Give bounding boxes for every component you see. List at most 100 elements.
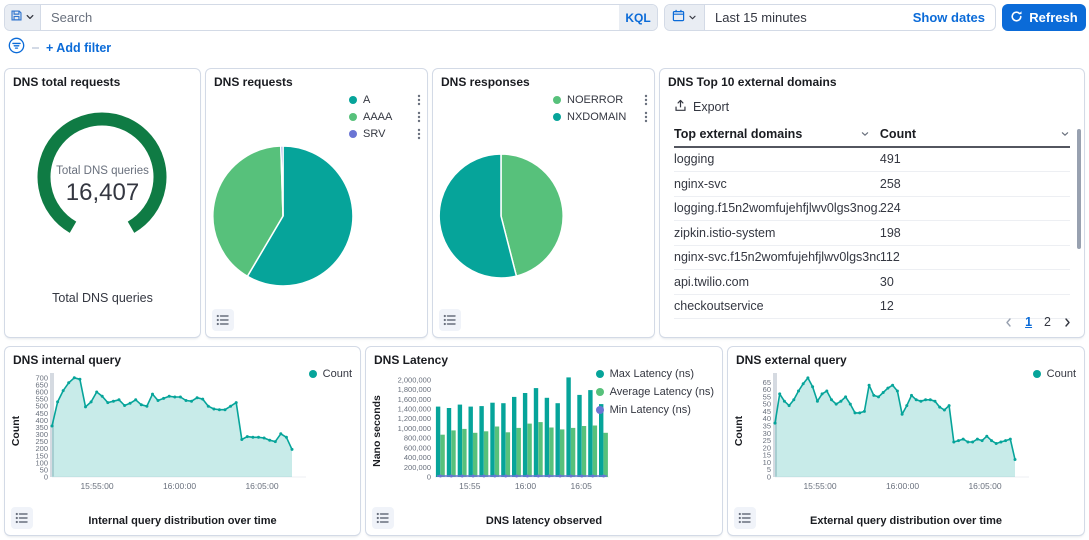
max-latency-bar[interactable] [522, 393, 528, 477]
calendar-button[interactable] [665, 5, 705, 30]
avg-latency-bar[interactable] [560, 429, 565, 477]
page-number[interactable]: 2 [1044, 315, 1051, 329]
data-point[interactable] [61, 389, 65, 393]
data-point[interactable] [1004, 439, 1008, 443]
legend-item[interactable]: SRV [349, 127, 421, 141]
data-point[interactable] [853, 411, 857, 415]
data-point[interactable] [56, 400, 60, 404]
data-point[interactable] [268, 438, 272, 442]
avg-latency-bar[interactable] [505, 432, 511, 477]
data-point[interactable] [905, 404, 909, 408]
data-point[interactable] [858, 411, 862, 415]
legend-toggle-button[interactable] [212, 309, 234, 331]
avg-latency-bar[interactable] [603, 432, 608, 477]
data-point[interactable] [178, 395, 182, 399]
data-point[interactable] [994, 442, 998, 445]
data-point[interactable] [928, 398, 932, 402]
data-point[interactable] [985, 434, 989, 438]
data-point[interactable] [990, 439, 993, 443]
pie-slice-AAAA[interactable] [212, 145, 284, 278]
legend-item[interactable]: A [349, 93, 421, 107]
data-point[interactable] [67, 381, 71, 385]
legend-item[interactable]: Average Latency (ns) [595, 385, 714, 399]
legend-toggle-button[interactable] [734, 507, 756, 529]
data-point[interactable] [844, 395, 848, 399]
data-point[interactable] [251, 435, 255, 439]
prev-page-icon[interactable] [1004, 317, 1013, 328]
legend-item[interactable]: Max Latency (ns) [595, 367, 714, 381]
data-point[interactable] [919, 399, 923, 403]
avg-latency-bar[interactable] [494, 426, 500, 478]
max-latency-bar[interactable] [490, 402, 495, 477]
avg-latency-bar[interactable] [473, 432, 478, 477]
legend-item[interactable]: AAAA [349, 110, 421, 124]
data-point[interactable] [167, 394, 171, 398]
table-row[interactable]: zipkin.istio-system 198 [674, 221, 1070, 246]
data-point[interactable] [881, 391, 885, 394]
max-latency-bar[interactable] [544, 397, 550, 477]
data-point[interactable] [975, 437, 979, 441]
sort-chevron-icon[interactable] [1060, 129, 1070, 139]
legend-item[interactable]: NXDOMAIN [553, 110, 648, 124]
data-point[interactable] [980, 439, 984, 443]
sort-chevron-icon[interactable] [860, 129, 870, 139]
avg-latency-bar[interactable] [516, 427, 521, 477]
saved-query-button[interactable] [5, 5, 41, 30]
data-point[interactable] [111, 399, 115, 403]
data-point[interactable] [792, 398, 796, 402]
data-point[interactable] [811, 385, 815, 389]
data-point[interactable] [128, 401, 132, 405]
data-point[interactable] [190, 399, 193, 403]
data-point[interactable] [778, 392, 782, 396]
data-point[interactable] [1013, 458, 1017, 461]
data-point[interactable] [212, 407, 216, 411]
legend-item-menu-icon[interactable] [417, 94, 421, 106]
data-point[interactable] [966, 440, 970, 444]
data-point[interactable] [1008, 437, 1012, 441]
legend-item-menu-icon[interactable] [417, 111, 421, 123]
time-range-value[interactable]: Last 15 minutes [715, 10, 807, 25]
data-point[interactable] [801, 382, 805, 386]
export-button[interactable]: Export [674, 99, 729, 115]
data-point[interactable] [797, 389, 800, 393]
avg-latency-bar[interactable] [570, 427, 576, 477]
data-point[interactable] [262, 436, 266, 440]
data-point[interactable] [95, 390, 99, 394]
data-point[interactable] [877, 395, 880, 399]
max-latency-bar[interactable] [479, 406, 484, 477]
max-latency-bar[interactable] [501, 403, 506, 477]
next-page-icon[interactable] [1063, 317, 1072, 328]
data-point[interactable] [867, 383, 871, 387]
page-number[interactable]: 1 [1025, 315, 1033, 329]
max-latency-bar[interactable] [566, 377, 571, 477]
data-point[interactable] [872, 393, 876, 397]
max-latency-bar[interactable] [468, 406, 473, 477]
data-point[interactable] [223, 408, 227, 412]
max-latency-bar[interactable] [599, 404, 604, 477]
table-scrollbar[interactable] [1077, 129, 1081, 249]
data-point[interactable] [806, 376, 810, 380]
legend-toggle-button[interactable] [439, 309, 461, 331]
data-point[interactable] [830, 398, 833, 402]
table-row[interactable]: api.twilio.com 30 [674, 270, 1070, 295]
data-point[interactable] [206, 404, 210, 408]
data-point[interactable] [957, 439, 960, 443]
data-point[interactable] [971, 440, 975, 444]
data-point[interactable] [195, 396, 199, 400]
avg-latency-bar[interactable] [440, 434, 445, 477]
data-point[interactable] [290, 447, 294, 451]
data-point[interactable] [78, 377, 82, 381]
data-point[interactable] [815, 399, 819, 403]
data-point[interactable] [217, 408, 221, 412]
data-point[interactable] [924, 398, 928, 402]
data-point[interactable] [284, 435, 288, 439]
data-point[interactable] [123, 404, 127, 407]
data-point[interactable] [117, 398, 121, 402]
legend-item[interactable]: NOERROR [553, 93, 648, 107]
data-point[interactable] [273, 440, 277, 444]
table-row[interactable]: nginx-svc.f15n2womfujehfjlwv0lgs3no... 1… [674, 246, 1070, 270]
data-point[interactable] [106, 401, 110, 405]
data-point[interactable] [825, 389, 829, 393]
kql-language-button[interactable]: KQL [619, 5, 657, 30]
data-point[interactable] [234, 401, 238, 405]
